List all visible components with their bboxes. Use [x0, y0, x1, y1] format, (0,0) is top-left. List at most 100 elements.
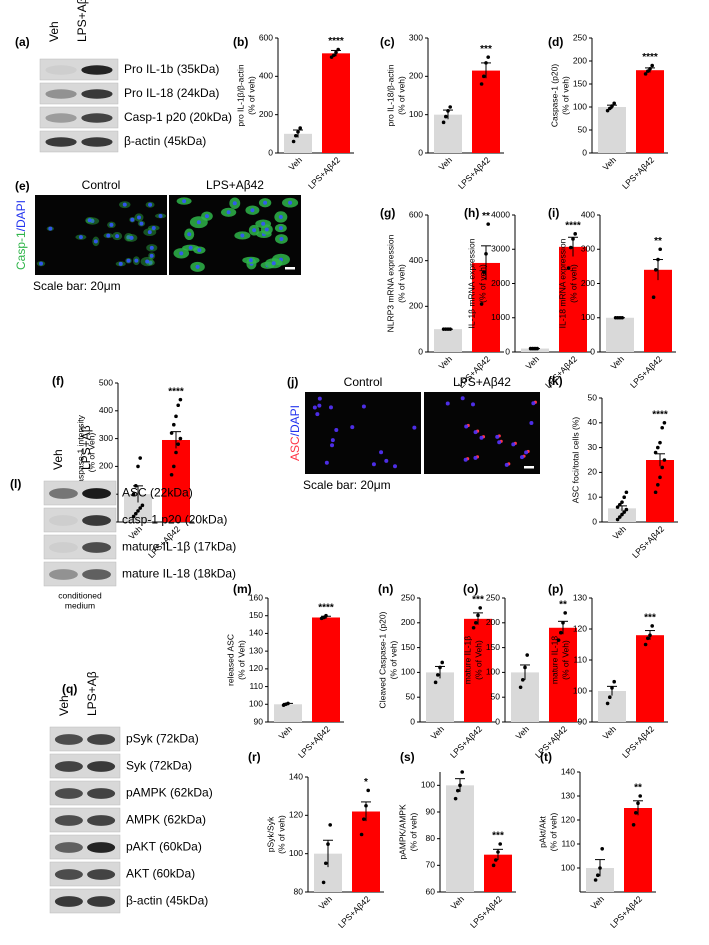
y-tick-label: 120 — [249, 663, 263, 673]
nucleus — [531, 401, 536, 406]
blot-band — [87, 815, 116, 826]
nucleus — [122, 202, 127, 207]
band-label: mature IL-18 (18kDa) — [122, 567, 236, 581]
nucleus — [149, 253, 154, 258]
nucleus — [187, 232, 192, 237]
data-point — [559, 630, 563, 635]
y-tick-label: 200 — [409, 301, 423, 311]
nucleus — [197, 248, 202, 253]
band-label: AMPK (62kDa) — [126, 813, 206, 827]
data-point — [660, 465, 664, 470]
bar — [598, 107, 626, 153]
nucleus — [240, 233, 245, 238]
y-axis-label: (% of veh) — [396, 76, 406, 115]
y-axis-label: (% of veh) — [396, 264, 406, 303]
y-axis-label: Caspase-1 intensity — [75, 414, 85, 489]
nucleus — [109, 222, 114, 227]
nucleus — [504, 462, 509, 467]
blot-band — [87, 734, 116, 745]
x-tick-label: Veh — [611, 524, 629, 542]
nucleus — [39, 261, 44, 266]
data-point — [556, 638, 561, 642]
data-point — [296, 130, 300, 134]
y-tick-label: 40 — [588, 417, 598, 427]
y-axis-label: (% of veh) — [246, 76, 256, 115]
y-tick-label: 0 — [590, 346, 595, 356]
y-tick-label: 50 — [578, 124, 588, 134]
bar — [606, 317, 634, 352]
data-point — [441, 120, 446, 125]
y-tick-label: 140 — [289, 771, 303, 781]
nucleus — [495, 434, 500, 439]
band-label: Casp-1 p20 (20kDa) — [124, 110, 232, 124]
nucleus — [145, 259, 150, 264]
bar — [446, 785, 474, 892]
y-tick-label: 400 — [581, 209, 595, 219]
data-point — [176, 442, 180, 446]
nucleus — [330, 443, 335, 448]
data-point — [478, 606, 483, 610]
nucleus — [334, 427, 339, 432]
bar — [484, 854, 512, 892]
blot-band — [54, 761, 83, 772]
y-tick-label: 90 — [426, 806, 436, 816]
nucleus — [139, 221, 144, 226]
data-point — [440, 660, 445, 665]
significance: *** — [480, 44, 492, 55]
nucleus — [106, 233, 111, 238]
data-point — [453, 796, 458, 801]
band-label: pAMPK (62kDa) — [126, 786, 213, 800]
panel-label: (a) — [15, 35, 30, 49]
scale-text: Scale bar: 20μm — [303, 478, 391, 492]
y-tick-label: 150 — [486, 642, 500, 652]
y-axis-label: released ASC — [225, 634, 235, 686]
blot-band — [45, 137, 77, 147]
y-tick-label: 100 — [486, 667, 500, 677]
x-tick-label: Veh — [601, 724, 619, 742]
significance: **** — [328, 36, 344, 47]
nucleus — [78, 235, 83, 240]
bar — [472, 70, 500, 153]
band-label: mature IL-1β (17kDa) — [122, 540, 236, 554]
data-point — [176, 403, 180, 408]
data-point — [608, 695, 612, 699]
data-point — [612, 101, 616, 106]
data-point — [612, 679, 616, 684]
y-tick-label: 200 — [581, 278, 595, 288]
data-point — [444, 114, 448, 119]
nucleus — [473, 455, 478, 460]
blot-note: medium — [65, 600, 95, 610]
nucleus — [196, 220, 201, 225]
nucleus — [48, 226, 53, 231]
data-point — [653, 450, 658, 455]
micrograph — [35, 195, 167, 275]
data-point — [648, 67, 652, 71]
data-point — [566, 266, 571, 270]
y-axis-label: (% of Veh) — [560, 640, 570, 680]
nucleus — [204, 214, 209, 219]
data-point — [658, 440, 662, 445]
nucleus — [317, 403, 322, 408]
data-point — [631, 823, 636, 827]
y-tick-label: 120 — [573, 623, 587, 633]
blot-band — [87, 788, 116, 799]
panel-label: (c) — [380, 35, 395, 49]
data-point — [563, 611, 567, 615]
y-tick-label: 400 — [99, 405, 113, 415]
nucleus — [312, 405, 317, 410]
data-point — [328, 823, 333, 827]
scale-bar — [524, 466, 534, 469]
nucleus — [93, 239, 98, 244]
significance: *** — [644, 613, 656, 624]
y-tick-label: 70 — [426, 860, 436, 870]
data-point — [535, 346, 539, 351]
x-tick-label: Veh — [601, 155, 619, 173]
y-tick-label: 150 — [573, 78, 587, 88]
y-axis-label: (% of veh) — [388, 640, 398, 679]
scale-bar — [285, 267, 295, 270]
x-tick-label: Veh — [277, 724, 295, 742]
panel-label: (p) — [548, 582, 563, 596]
y-tick-label: 130 — [249, 645, 263, 655]
data-point — [593, 878, 598, 882]
